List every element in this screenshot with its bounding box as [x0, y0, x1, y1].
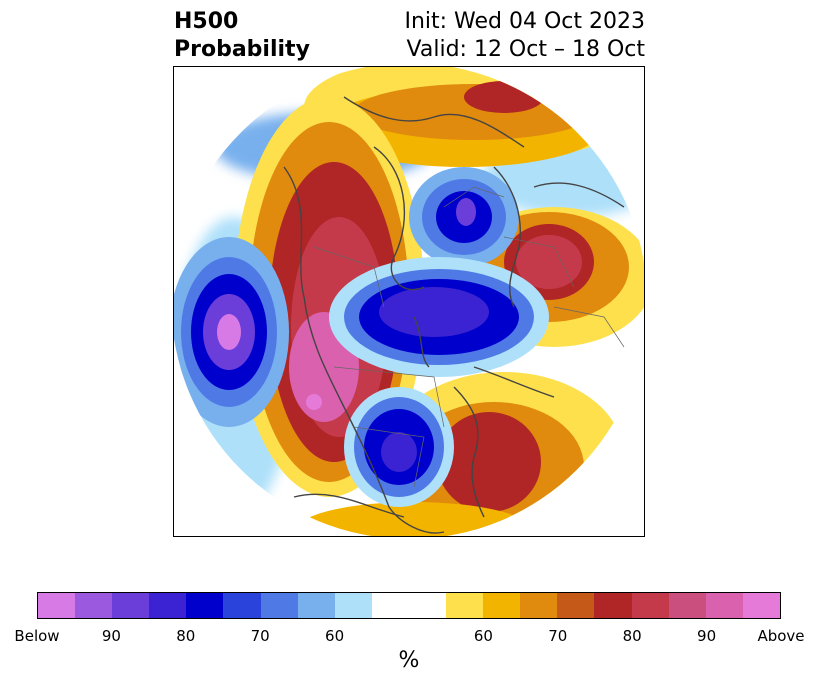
colorbar-cell: [705, 593, 743, 618]
colorbar-tick-label: 80: [622, 627, 642, 645]
colorbar-cell: [297, 593, 335, 618]
init-date-label: Init: Wed 04 Oct 2023: [404, 9, 645, 34]
colorbar-tick-label: Above: [757, 627, 805, 645]
title-field-type: Probability: [174, 37, 310, 62]
coastlines: [283, 96, 625, 534]
colorbar-cell: [371, 593, 409, 618]
colorbar-units-label: %: [398, 648, 420, 673]
valid-range-label: Valid: 12 Oct – 18 Oct: [406, 37, 645, 62]
map-subtitle: Init: Wed 04 Oct 2023 Valid: 12 Oct – 18…: [404, 8, 645, 64]
colorbar-cell: [520, 593, 558, 618]
colorbar-cell: [334, 593, 372, 618]
colorbar-cell: [557, 593, 595, 618]
colorbar-cell: [631, 593, 669, 618]
colorbar-tick-label: 60: [473, 627, 493, 645]
colorbar: [37, 592, 781, 619]
colorbar-cell: [408, 593, 447, 618]
colorbar-cell: [75, 593, 113, 618]
colorbar-cell: [38, 593, 76, 618]
colorbar-cell: [742, 593, 780, 618]
colorbar-cell: [668, 593, 706, 618]
probability-map: [173, 66, 645, 537]
country-borders: [313, 186, 625, 488]
colorbar-cell: [594, 593, 632, 618]
colorbar-tick-label: 60: [325, 627, 345, 645]
map-svg: [174, 67, 644, 536]
colorbar-tick-label: 90: [101, 627, 121, 645]
colorbar-cell: [149, 593, 187, 618]
colorbar-tick-label: 80: [176, 627, 196, 645]
colorbar-cell: [483, 593, 521, 618]
colorbar-tick-label: 70: [250, 627, 270, 645]
colorbar-cell: [112, 593, 150, 618]
map-title: H500 Probability: [174, 8, 310, 64]
colorbar-tick-label: 70: [548, 627, 568, 645]
colorbar-tick-label: Below: [14, 627, 60, 645]
title-field-name: H500: [174, 9, 239, 34]
colorbar-cell: [260, 593, 298, 618]
colorbar-cell: [223, 593, 261, 618]
colorbar-cell: [186, 593, 224, 618]
probability-field: [174, 67, 644, 536]
colorbar-cell: [446, 593, 484, 618]
colorbar-tick-label: 90: [697, 627, 717, 645]
